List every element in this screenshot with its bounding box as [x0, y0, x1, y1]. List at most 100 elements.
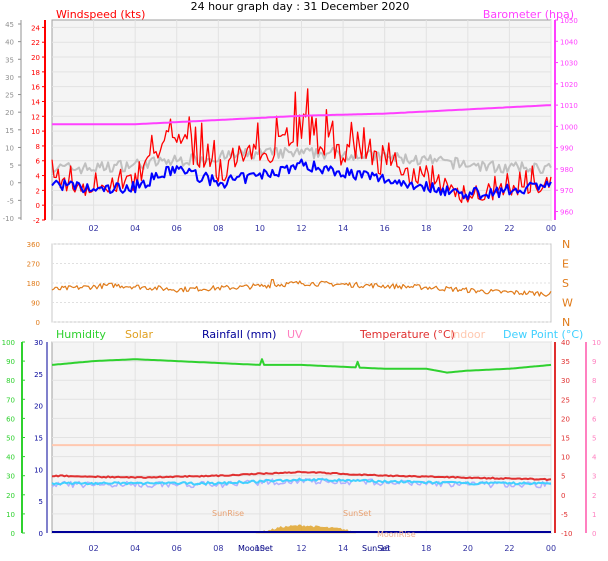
temp-humidity-panel: Humidity Solar Rainfall (mm) UV Temperature …: [2, 328, 601, 553]
annotation-sunset-lower: SunSet: [362, 544, 390, 553]
x-tick-label: 04: [130, 544, 140, 553]
series-solar: [255, 524, 356, 534]
barometer-tick-label: 1030: [560, 60, 578, 68]
windspeed-tick-label: 0: [36, 202, 40, 210]
uv-tick-label: 2: [592, 492, 596, 500]
uv-tick-label: 6: [592, 415, 597, 423]
legend-entry: Rainfall (mm): [202, 328, 276, 341]
uv-tick-label: 9: [592, 358, 596, 366]
legend-entry: Dew Point (°C): [503, 328, 583, 341]
barometer-tick-label: 960: [560, 208, 573, 216]
uv-tick-label: 4: [592, 454, 597, 462]
bearing-tick-label: 270: [27, 261, 40, 269]
humidity-tick-label: 70: [6, 396, 15, 404]
outer-tick-label: 45: [5, 21, 14, 29]
x-tick-label: 00: [546, 224, 556, 233]
x-tick-label: 12: [296, 544, 306, 553]
uv-tick-label: 1: [592, 511, 596, 519]
x-tick-label: 02: [88, 544, 98, 553]
outer-tick-label: 20: [5, 109, 14, 117]
legend-entry: UV: [287, 328, 303, 341]
windspeed-tick-label: 4: [36, 173, 41, 181]
barometer-tick-label: 970: [560, 187, 573, 195]
humidity-tick-label: 90: [6, 358, 15, 366]
bearing-tick-label: 360: [27, 241, 40, 249]
temperature-tick-label: 10: [561, 454, 570, 462]
windspeed-tick-label: 6: [36, 158, 41, 166]
outer-tick-label: 25: [5, 92, 14, 100]
temperature-tick-label: 20: [561, 415, 570, 423]
x-tick-label: 02: [88, 224, 98, 233]
series-average: [51, 146, 552, 175]
humidity-tick-label: 0: [11, 530, 15, 538]
barometer-tick-label: 1000: [560, 123, 578, 131]
outer-tick-label: 35: [5, 56, 14, 64]
windspeed-tick-label: 10: [31, 128, 40, 136]
humidity-tick-label: 60: [6, 415, 15, 423]
windspeed-tick-label: 24: [31, 24, 40, 32]
annotation-moonset: MoonSet: [238, 544, 273, 553]
windspeed-tick-label: 12: [31, 113, 40, 121]
temperature-tick-label: 25: [561, 396, 570, 404]
windspeed-axis-title: Windspeed (kts): [56, 8, 145, 21]
x-tick-label: 00: [546, 544, 556, 553]
legend-entry: Humidity: [56, 328, 106, 341]
temperature-tick-label: 5: [561, 473, 565, 481]
temperature-tick-label: 30: [561, 377, 570, 385]
temperature-tick-label: -5: [561, 511, 568, 519]
legend-entry: Solar: [125, 328, 154, 341]
temperature-tick-label: 40: [561, 339, 570, 347]
x-tick-label: 18: [421, 224, 431, 233]
windspeed-tick-label: 18: [31, 69, 40, 77]
humidity-tick-label: 100: [2, 339, 15, 347]
barometer-axis-title: Barometer (hpa): [483, 8, 574, 21]
windspeed-tick-label: 14: [31, 98, 40, 106]
annotation-sunset: SunSet: [343, 509, 371, 518]
rainfall-tick-label: 20: [34, 403, 43, 411]
x-tick-label: 18: [421, 544, 431, 553]
bearing-tick-label: 90: [31, 300, 40, 308]
compass-tick-label: S: [562, 277, 569, 290]
outer-tick-label: 0: [10, 180, 14, 188]
rainfall-tick-label: 5: [39, 498, 43, 506]
windspeed-tick-label: 2: [36, 187, 40, 195]
rainfall-tick-label: 30: [34, 339, 43, 347]
uv-tick-label: 7: [592, 396, 596, 404]
humidity-tick-label: 20: [6, 492, 15, 500]
x-tick-label: 20: [463, 224, 473, 233]
humidity-tick-label: 50: [6, 435, 15, 443]
uv-tick-label: 0: [592, 530, 596, 538]
series-windspeed: [51, 158, 552, 201]
series-temperature: [51, 470, 552, 481]
x-tick-label: 08: [213, 544, 223, 553]
uv-tick-label: 10: [592, 339, 601, 347]
windspeed-tick-label: 16: [31, 84, 40, 92]
x-tick-label: 04: [130, 224, 140, 233]
outer-tick-label: 40: [5, 39, 14, 47]
compass-tick-label: E: [562, 258, 569, 271]
rainfall-tick-label: 15: [34, 435, 43, 443]
bearing-tick-label: 0: [36, 319, 40, 327]
series-barometer: [52, 104, 552, 126]
temperature-tick-label: 0: [561, 492, 565, 500]
legend-entry: Temperature (°C): [359, 328, 455, 341]
compass-tick-label: N: [562, 238, 570, 251]
legend-entry: Indoor: [450, 328, 486, 341]
x-tick-label: 22: [504, 224, 514, 233]
x-tick-label: 08: [213, 224, 223, 233]
humidity-tick-label: 30: [6, 473, 15, 481]
barometer-tick-label: 1020: [560, 81, 578, 89]
windspeed-tick-label: 22: [31, 39, 40, 47]
barometer-tick-label: 1010: [560, 102, 578, 110]
barometer-tick-label: 1040: [560, 38, 578, 46]
series-dew-point: [51, 477, 552, 486]
x-tick-label: 10: [255, 224, 265, 233]
annotation-moonrise: MoonRise: [377, 530, 416, 539]
temperature-tick-label: 35: [561, 358, 570, 366]
windspeed-tick-label: 8: [36, 143, 40, 151]
x-tick-label: 16: [380, 224, 390, 233]
temperature-tick-label: 15: [561, 435, 570, 443]
outer-tick-label: -10: [3, 215, 14, 223]
